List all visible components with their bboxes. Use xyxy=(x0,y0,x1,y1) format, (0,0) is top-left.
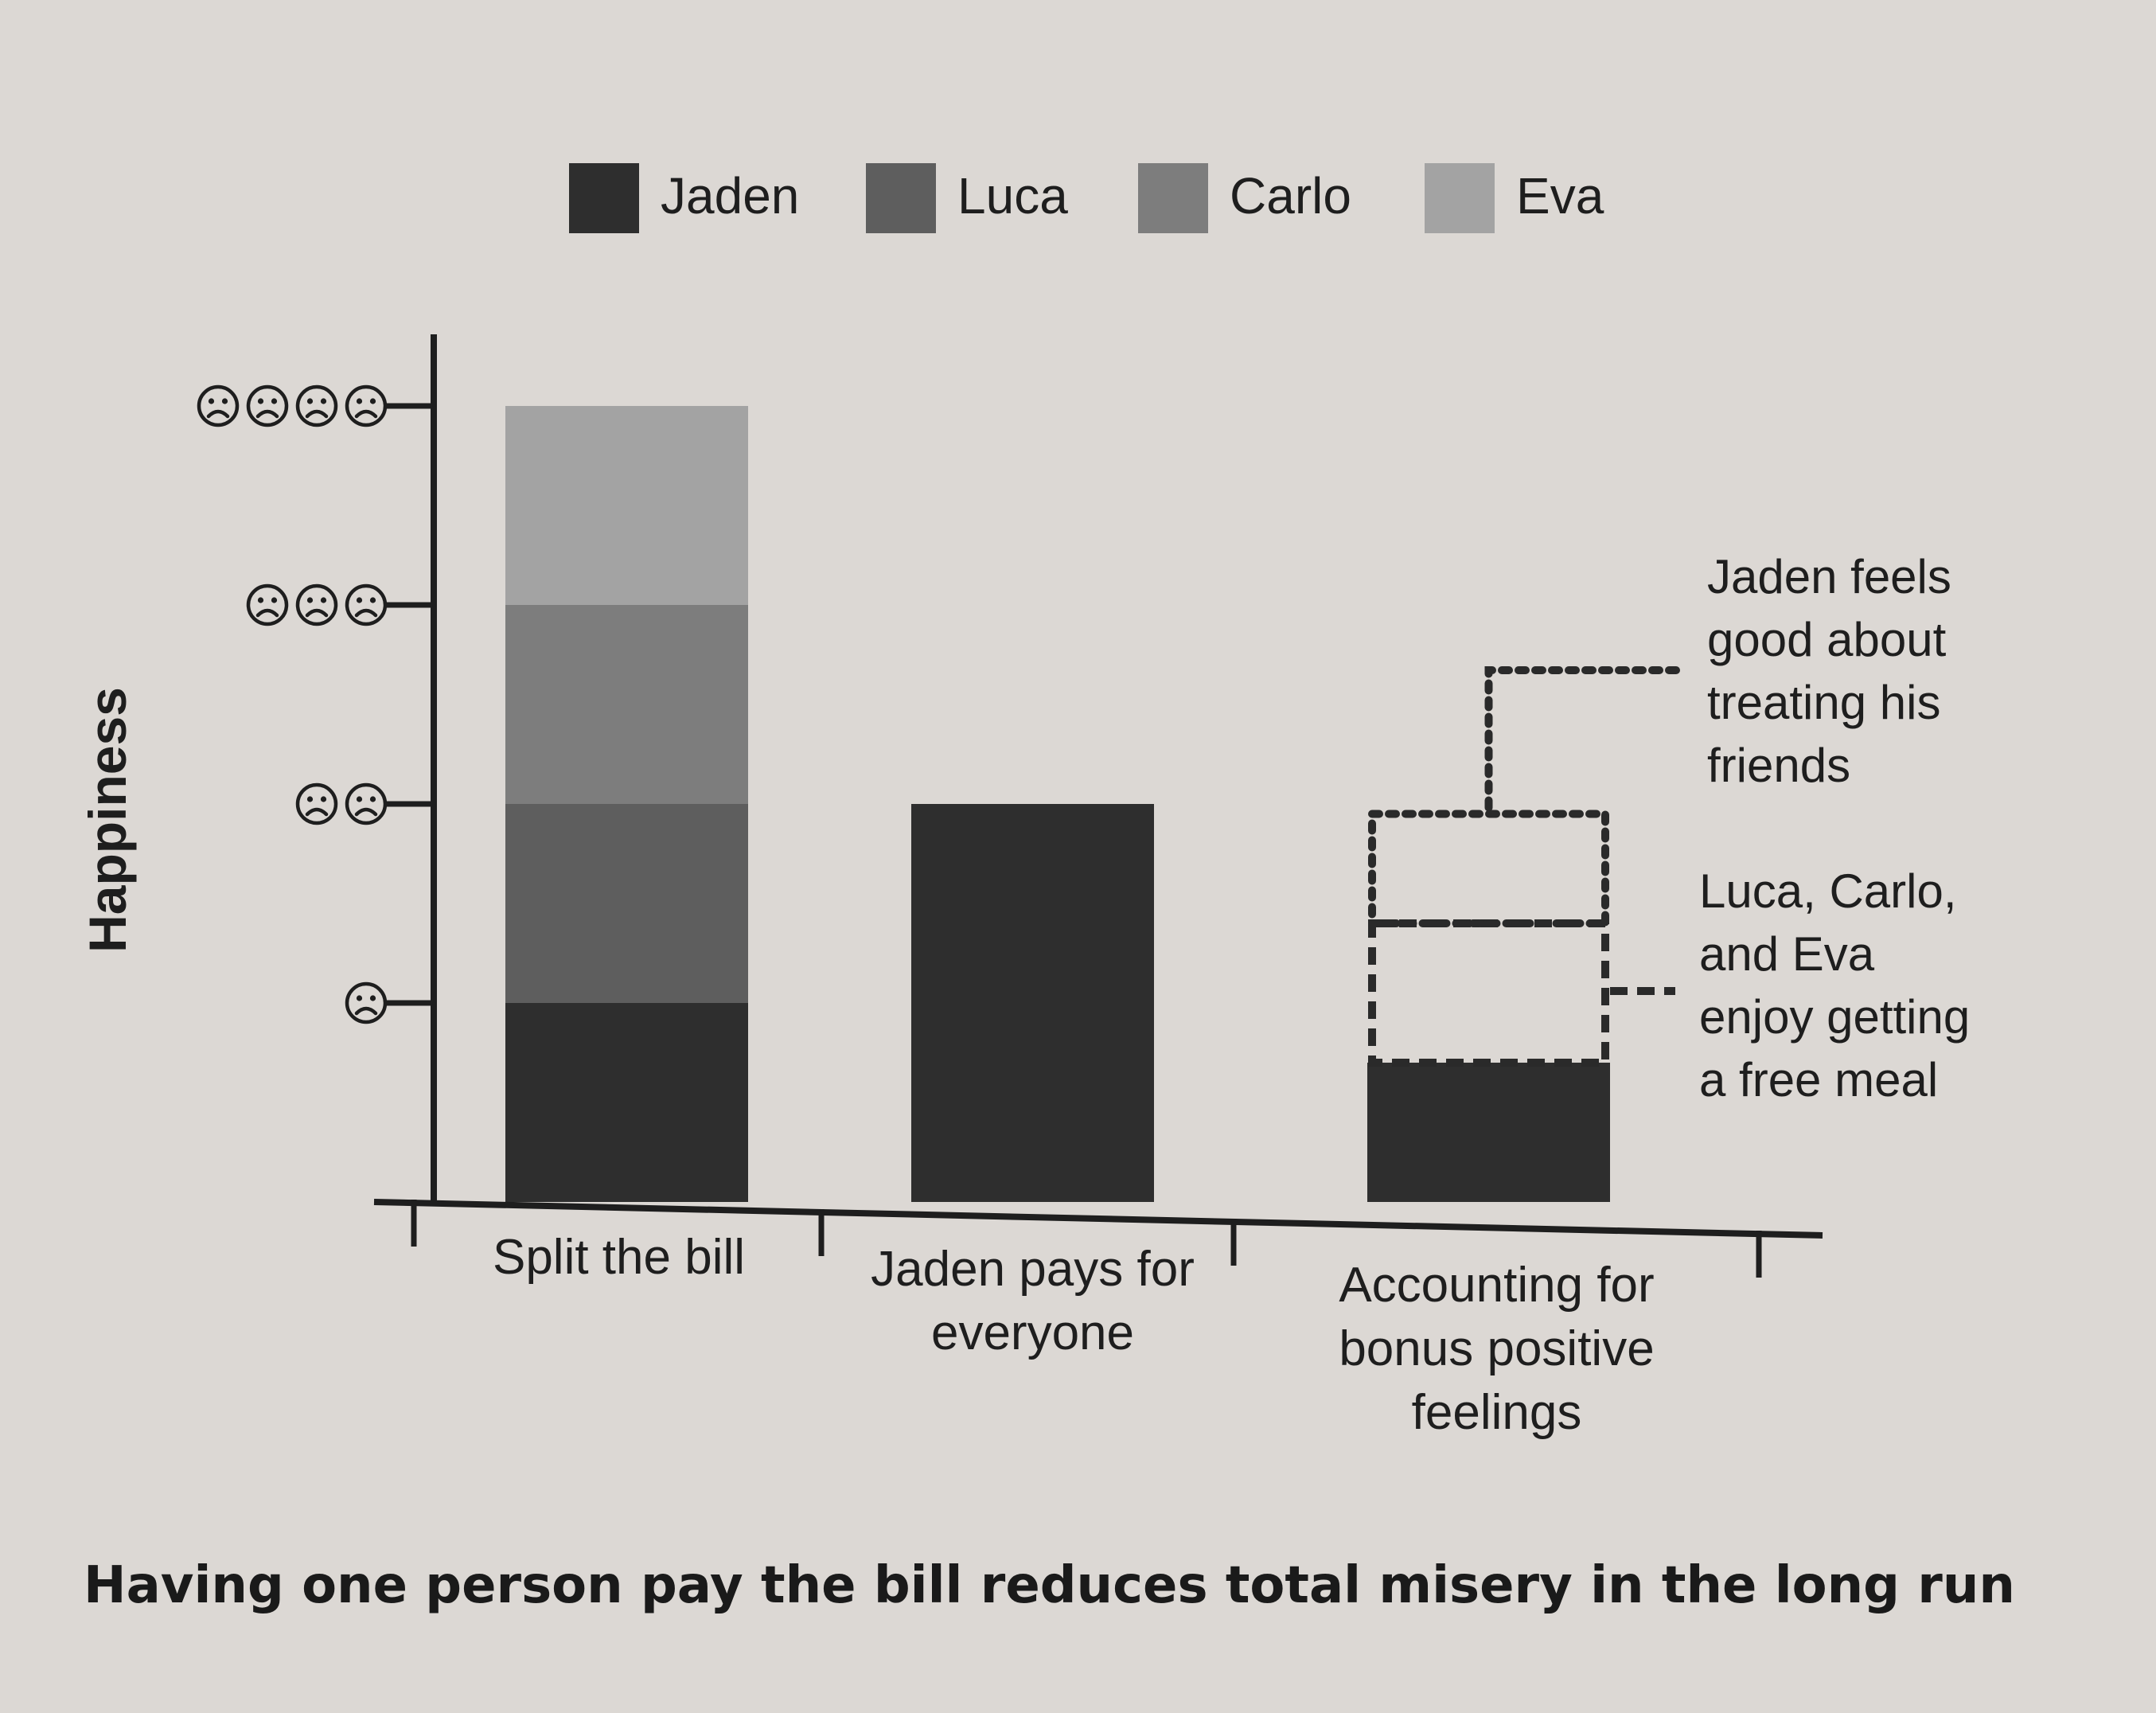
face-outline xyxy=(246,384,289,427)
x-label-line: feelings xyxy=(1412,1385,1582,1440)
face-eye-left xyxy=(306,796,314,802)
y-axis-label-group: Happiness xyxy=(78,687,137,953)
axes xyxy=(373,334,1823,1239)
face-eye-right xyxy=(369,597,376,603)
sad-face-icon xyxy=(246,384,289,427)
annotation-free-meal: Luca, Carlo, and Eva enjoy getting a free m… xyxy=(1699,864,1970,1106)
face-outline xyxy=(295,782,338,825)
bonus-boxes xyxy=(1368,666,1690,1067)
annotations: Luca, Carlo, and Eva enjoy getting a free m… xyxy=(1699,550,1970,1106)
face-eye-right xyxy=(320,398,327,404)
face-eye-right xyxy=(369,796,376,802)
face-outline xyxy=(345,583,388,626)
legend-label-jaden: Jaden xyxy=(661,167,799,224)
annotation-line: Luca, Carlo, xyxy=(1699,864,1957,918)
x-label-jaden-pays-for-everyone: Jaden pays for everyone xyxy=(871,1242,1195,1360)
face-eye-left xyxy=(208,398,215,404)
face-eye-left xyxy=(306,597,314,603)
face-outline xyxy=(345,782,388,825)
bonus-box-friends-free-meal xyxy=(1368,919,1609,1067)
face-outline xyxy=(295,384,338,427)
face-mouth xyxy=(354,409,378,419)
figure-caption: Having one person pay the bill reduces t… xyxy=(84,1556,2015,1615)
x-label-line: Accounting for xyxy=(1339,1258,1654,1313)
legend-label-luca: Luca xyxy=(957,167,1068,224)
face-eye-right xyxy=(271,398,278,404)
face-mouth xyxy=(305,409,329,419)
face-mouth xyxy=(354,807,378,817)
face-eye-right xyxy=(369,398,376,404)
annotation-line: good about xyxy=(1707,613,1947,666)
face-mouth xyxy=(305,807,329,817)
sad-face-icon xyxy=(197,384,240,427)
bar-accounting-for-bonus-positive-feelings-jaden xyxy=(1367,1063,1610,1202)
sad-face-icon xyxy=(246,583,289,626)
face-mouth xyxy=(255,409,279,419)
sad-face-icon xyxy=(345,583,388,626)
leader-line-jaden-feels-good xyxy=(1484,666,1690,812)
face-eye-left xyxy=(356,398,363,404)
face-mouth xyxy=(255,608,279,618)
bar-split-the-bill-jaden xyxy=(505,1003,748,1202)
legend-swatch-eva xyxy=(1425,163,1495,233)
annotation-line: Jaden feels xyxy=(1707,550,1951,603)
legend-label-eva: Eva xyxy=(1516,167,1604,224)
y-ticks xyxy=(197,384,434,1024)
sad-face-icon xyxy=(295,384,338,427)
face-mouth xyxy=(305,608,329,618)
face-mouth xyxy=(354,608,378,618)
face-eye-left xyxy=(306,398,314,404)
face-eye-right xyxy=(369,995,376,1001)
x-axis-line xyxy=(373,1199,1823,1239)
x-label-split-the-bill: Split the bill xyxy=(493,1230,745,1285)
bars xyxy=(505,406,1610,1202)
x-label-accounting-for-bonus-positive-feelings: Accounting for bonus positive feelings xyxy=(1339,1258,1654,1440)
face-eye-left xyxy=(356,796,363,802)
face-mouth xyxy=(206,409,230,419)
face-outline xyxy=(197,384,240,427)
annotation-line: treating his xyxy=(1707,676,1941,729)
sad-face-icon xyxy=(345,981,388,1024)
bar-split-the-bill-eva xyxy=(505,406,748,605)
x-label-line: bonus positive xyxy=(1339,1321,1654,1376)
face-eye-right xyxy=(271,597,278,603)
y-axis-label: Happiness xyxy=(78,687,137,953)
legend-swatch-carlo xyxy=(1138,163,1208,233)
sad-face-icon xyxy=(295,583,338,626)
legend-swatch-luca xyxy=(866,163,936,233)
bonus-box-jaden-treating xyxy=(1368,810,1609,927)
face-eye-left xyxy=(356,995,363,1001)
face-eye-right xyxy=(320,796,327,802)
legend-swatch-jaden xyxy=(569,163,639,233)
bar-split-the-bill-luca xyxy=(505,804,748,1003)
x-label-line: everyone xyxy=(931,1305,1134,1360)
annotation-line: friends xyxy=(1707,739,1850,792)
x-category-labels: Split the bill Jaden pays for everyone Acco… xyxy=(493,1230,1655,1440)
face-outline xyxy=(345,981,388,1024)
annotation-line: and Eva xyxy=(1699,927,1875,981)
face-mouth xyxy=(354,1006,378,1016)
legend-label-carlo: Carlo xyxy=(1230,167,1351,224)
annotation-line: a free meal xyxy=(1699,1053,1938,1106)
face-outline xyxy=(295,583,338,626)
x-ticks xyxy=(411,1200,1762,1278)
face-outline xyxy=(246,583,289,626)
annotation-line: enjoy getting xyxy=(1699,990,1970,1044)
annotation-jaden-feels-good: Jaden feels good about treating his friends xyxy=(1707,550,1951,792)
x-label-line: Jaden pays for xyxy=(871,1242,1195,1297)
face-eye-left xyxy=(356,597,363,603)
sad-face-icon xyxy=(295,782,338,825)
face-eye-left xyxy=(257,597,264,603)
bar-chart: Jaden Luca Carlo Eva Happiness Split the bi… xyxy=(78,163,1970,1440)
face-outline xyxy=(345,384,388,427)
face-eye-right xyxy=(221,398,228,404)
bar-split-the-bill-carlo xyxy=(505,605,748,804)
legend: Jaden Luca Carlo Eva xyxy=(569,163,1604,233)
sad-face-icon xyxy=(345,384,388,427)
sad-face-icon xyxy=(345,782,388,825)
x-label-line: Split the bill xyxy=(493,1230,745,1285)
bar-jaden-pays-for-everyone-jaden xyxy=(911,804,1154,1202)
face-eye-right xyxy=(320,597,327,603)
face-eye-left xyxy=(257,398,264,404)
